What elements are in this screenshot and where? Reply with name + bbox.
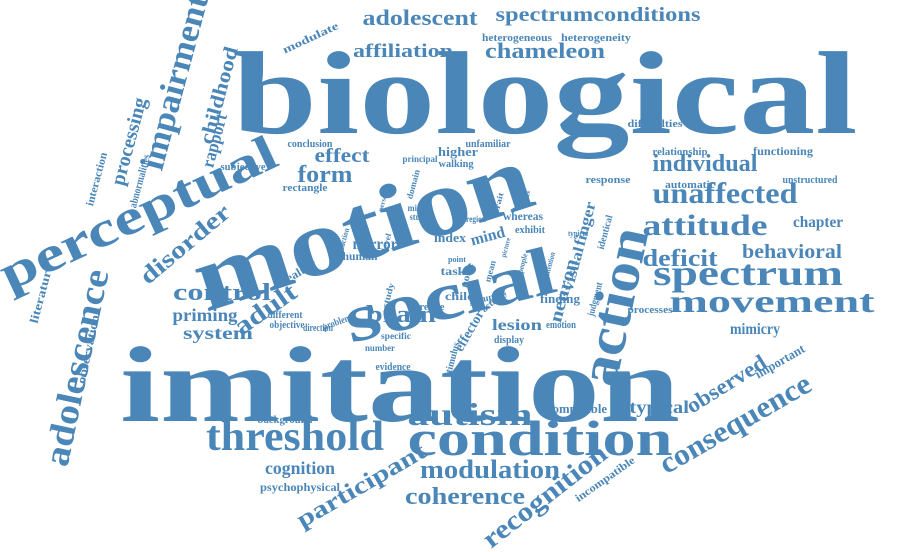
word-effect: effect bbox=[315, 145, 370, 167]
word-mimicry: mimicry bbox=[730, 321, 780, 338]
word-specific: specific bbox=[381, 331, 411, 341]
word-index: index bbox=[434, 230, 467, 245]
word-condition: condition bbox=[408, 410, 673, 466]
word-subjective: subjective bbox=[221, 162, 267, 173]
word-difficulties: difficulties bbox=[628, 118, 684, 130]
word-spectrumconditions: spectrumconditions bbox=[496, 4, 701, 26]
word-number: number bbox=[365, 343, 395, 353]
word-individual: individual bbox=[653, 151, 758, 177]
word-higher: higher bbox=[438, 144, 478, 159]
word-heterogeneity: heterogeneity bbox=[561, 32, 632, 44]
word-relate: relate bbox=[420, 302, 446, 313]
word-psychophysical: psychophysical bbox=[260, 480, 341, 494]
word-typical: typical bbox=[568, 229, 589, 238]
word-modulation: modulation bbox=[420, 455, 561, 484]
word-unaffected: unaffected bbox=[653, 177, 798, 210]
word-atypical: atypical bbox=[619, 397, 689, 417]
word-display: display bbox=[494, 335, 524, 346]
word-region: region bbox=[466, 214, 486, 224]
word-rectangle: rectangle bbox=[283, 183, 329, 194]
word-principal: principal bbox=[403, 154, 438, 164]
word-direction: direction bbox=[303, 323, 333, 334]
word-walking: walking bbox=[439, 159, 474, 170]
word-affiliation: affiliation bbox=[353, 41, 454, 62]
word-biological: biological bbox=[233, 28, 858, 159]
word-unstructured: unstructured bbox=[783, 175, 838, 186]
word-chapter: chapter bbox=[793, 214, 843, 231]
word-threshold: threshold bbox=[206, 414, 384, 460]
word-response: response bbox=[586, 174, 631, 186]
word-movement: movement bbox=[670, 283, 875, 319]
word-heterogeneous: heterogeneous bbox=[482, 32, 553, 44]
word-adolescent: adolescent bbox=[363, 5, 479, 30]
word-conclusion: conclusion bbox=[288, 139, 333, 150]
word-task: task bbox=[441, 264, 466, 278]
word-child: child bbox=[445, 289, 475, 303]
word-functioning: functioning bbox=[753, 144, 813, 158]
word-group: group bbox=[468, 292, 495, 307]
word-different: different bbox=[268, 310, 304, 321]
word-coherence: coherence bbox=[405, 484, 525, 510]
word-point: point bbox=[448, 255, 466, 264]
word-attitude: attitude bbox=[643, 209, 768, 242]
word-exhibit: exhibit bbox=[515, 224, 545, 236]
word-behavioral: behavioral bbox=[742, 241, 842, 263]
word-control: control bbox=[173, 280, 271, 306]
word-priming: priming bbox=[173, 305, 238, 325]
word-finding: finding bbox=[540, 291, 580, 306]
word-whereas: whereas bbox=[503, 209, 543, 223]
word-finger: finger bbox=[572, 200, 600, 248]
word-brain: brain bbox=[366, 302, 436, 328]
word-evidence: evidence bbox=[376, 362, 412, 373]
word-background: background bbox=[258, 414, 313, 426]
word-studies: studies bbox=[410, 212, 435, 222]
word-automatic: automatic bbox=[665, 179, 715, 191]
word-unfamiliar: unfamiliar bbox=[466, 139, 512, 150]
word-system: system bbox=[183, 323, 253, 343]
word-mirror: mirror bbox=[353, 236, 398, 253]
word-compatible: compatible bbox=[547, 401, 607, 416]
word-form: form bbox=[298, 162, 353, 188]
word-chameleon: chameleon bbox=[485, 38, 605, 63]
word-human: human bbox=[343, 249, 378, 263]
word-processes: processes bbox=[628, 305, 673, 316]
word-emotion: emotion bbox=[546, 320, 576, 331]
word-autism: autism bbox=[408, 396, 533, 432]
word-lesion: lesion bbox=[492, 317, 542, 334]
word-cognition: cognition bbox=[265, 458, 335, 478]
word-middle: middle bbox=[408, 203, 433, 213]
word-imitation: imitation bbox=[120, 326, 680, 445]
word-spectrum: spectrum bbox=[653, 253, 843, 293]
word-relationship: relationship bbox=[653, 146, 708, 158]
word-deficit: deficit bbox=[643, 246, 718, 272]
word-objective: objective bbox=[270, 320, 306, 331]
